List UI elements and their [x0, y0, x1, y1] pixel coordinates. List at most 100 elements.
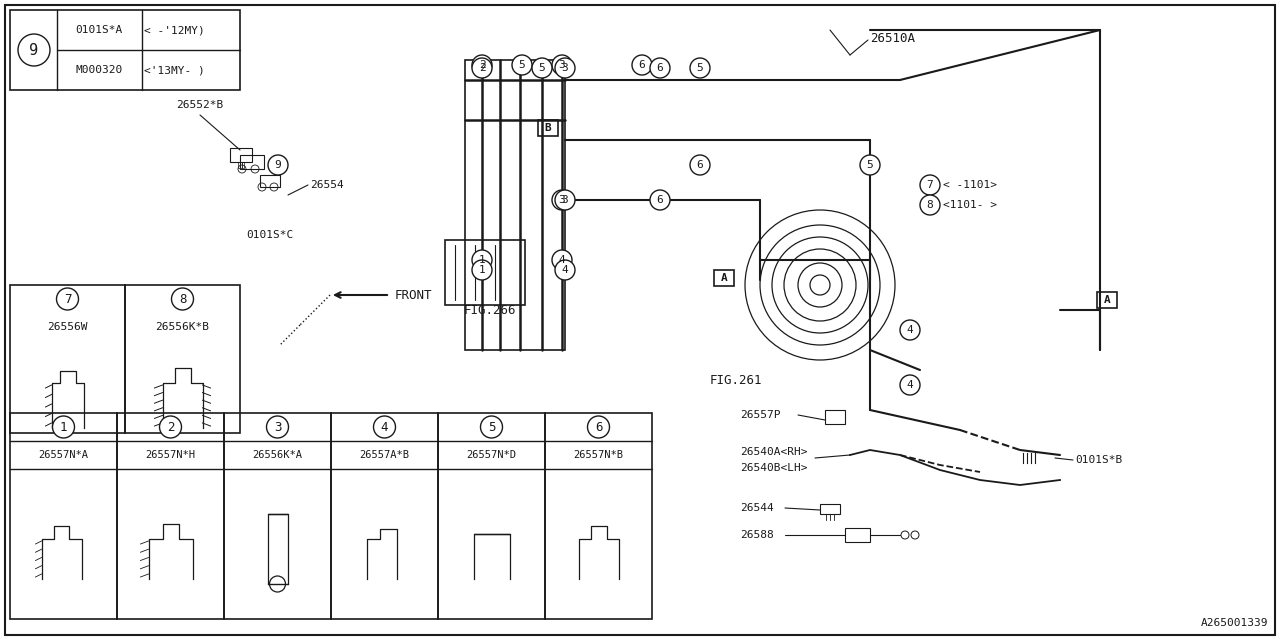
Text: 5: 5: [539, 63, 545, 73]
Text: < -'12MY): < -'12MY): [143, 25, 205, 35]
Bar: [10, 285, 125, 433]
Text: 9: 9: [29, 42, 38, 58]
Bar: [545, 413, 652, 619]
Text: 26556W: 26556W: [47, 322, 88, 332]
Text: 4: 4: [558, 255, 566, 265]
Bar: [465, 60, 564, 350]
Text: 1: 1: [479, 255, 485, 265]
Text: 26557N*D: 26557N*D: [466, 450, 517, 460]
Circle shape: [556, 58, 575, 78]
Bar: [845, 528, 870, 542]
Text: 2: 2: [166, 420, 174, 433]
Bar: [714, 270, 733, 286]
Text: 3: 3: [558, 60, 566, 70]
Bar: [1097, 292, 1117, 308]
Text: A: A: [721, 273, 727, 283]
Circle shape: [900, 375, 920, 395]
Text: 5: 5: [696, 63, 704, 73]
Text: 26554: 26554: [310, 180, 344, 190]
Text: 0101S*A: 0101S*A: [76, 25, 123, 35]
Text: A265001339: A265001339: [1201, 618, 1268, 628]
Text: 6: 6: [639, 60, 645, 70]
Circle shape: [552, 190, 572, 210]
Text: 3: 3: [558, 195, 566, 205]
Circle shape: [552, 250, 572, 270]
Text: 0101S*B: 0101S*B: [1075, 455, 1123, 465]
Circle shape: [556, 190, 575, 210]
Bar: [230, 148, 252, 162]
Circle shape: [480, 416, 503, 438]
Bar: [125, 285, 241, 433]
Bar: [224, 413, 332, 619]
Circle shape: [690, 58, 710, 78]
Circle shape: [588, 416, 609, 438]
Text: 26588: 26588: [740, 530, 773, 540]
Circle shape: [172, 288, 193, 310]
Bar: [538, 120, 558, 136]
Text: 6: 6: [657, 63, 663, 73]
Circle shape: [52, 416, 74, 438]
Circle shape: [160, 416, 182, 438]
Text: FIG.261: FIG.261: [710, 374, 763, 387]
Circle shape: [472, 260, 492, 280]
Circle shape: [268, 155, 288, 175]
Text: 7: 7: [64, 292, 72, 305]
Circle shape: [650, 190, 669, 210]
Text: 5: 5: [867, 160, 873, 170]
Bar: [10, 413, 116, 619]
Circle shape: [920, 175, 940, 195]
Bar: [826, 410, 845, 424]
Text: 4: 4: [562, 265, 568, 275]
Circle shape: [650, 58, 669, 78]
Text: 5: 5: [518, 60, 525, 70]
Text: 8: 8: [179, 292, 187, 305]
Text: <'13MY- ): <'13MY- ): [143, 65, 205, 75]
Circle shape: [472, 58, 492, 78]
Circle shape: [920, 195, 940, 215]
Text: 0101S*C: 0101S*C: [246, 230, 293, 240]
Bar: [116, 413, 224, 619]
Text: <1101- >: <1101- >: [943, 200, 997, 210]
Text: 2: 2: [479, 60, 485, 70]
Text: A: A: [1103, 295, 1110, 305]
Text: < -1101>: < -1101>: [943, 180, 997, 190]
Text: 26557N*A: 26557N*A: [38, 450, 88, 460]
Circle shape: [900, 320, 920, 340]
Circle shape: [374, 416, 396, 438]
Text: 26556K*B: 26556K*B: [155, 322, 210, 332]
Text: 26510A: 26510A: [870, 31, 915, 45]
Text: M000320: M000320: [76, 65, 123, 75]
Text: 2: 2: [479, 63, 485, 73]
Text: 6: 6: [696, 160, 704, 170]
Circle shape: [266, 416, 288, 438]
Text: 5: 5: [488, 420, 495, 433]
Text: 3: 3: [274, 420, 282, 433]
Bar: [238, 162, 241, 168]
Text: 1: 1: [60, 420, 68, 433]
Text: 7: 7: [927, 180, 933, 190]
Text: 26540A<RH>: 26540A<RH>: [740, 447, 808, 457]
Text: 4: 4: [906, 380, 914, 390]
Text: 26557N*H: 26557N*H: [146, 450, 196, 460]
Bar: [241, 155, 264, 169]
Text: 1: 1: [479, 265, 485, 275]
Text: 3: 3: [562, 195, 568, 205]
Bar: [332, 413, 438, 619]
Text: 3: 3: [562, 63, 568, 73]
Text: 9: 9: [275, 160, 282, 170]
Text: 26552*B: 26552*B: [177, 100, 224, 110]
Circle shape: [690, 155, 710, 175]
Bar: [10, 10, 241, 90]
Bar: [241, 162, 242, 168]
Text: 26557P: 26557P: [740, 410, 781, 420]
Circle shape: [860, 155, 881, 175]
Text: 26557N*B: 26557N*B: [573, 450, 623, 460]
Circle shape: [552, 55, 572, 75]
Bar: [438, 413, 545, 619]
Text: FRONT: FRONT: [396, 289, 433, 301]
Text: 6: 6: [595, 420, 603, 433]
Bar: [445, 240, 525, 305]
Circle shape: [512, 55, 532, 75]
Text: 8: 8: [927, 200, 933, 210]
Bar: [260, 175, 280, 187]
